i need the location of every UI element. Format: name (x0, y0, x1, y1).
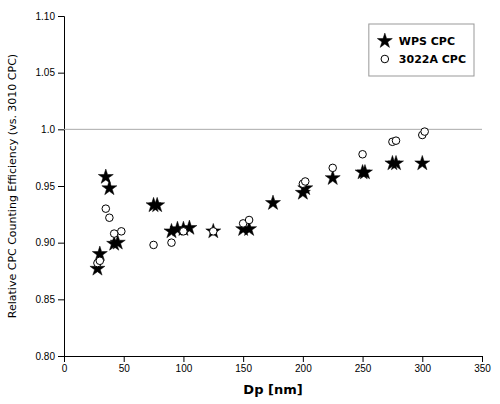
tick-label: 200 (295, 363, 312, 374)
tick-mark (58, 243, 64, 244)
series (94, 128, 429, 267)
point (325, 170, 340, 184)
tick-mark (303, 356, 304, 362)
tick-mark (58, 186, 64, 187)
point (168, 239, 176, 247)
point (102, 180, 117, 194)
tick-label: 150 (235, 363, 252, 374)
point (301, 178, 309, 186)
tick-label: 0.85 (36, 294, 56, 305)
tick-label: 0.80 (36, 351, 56, 362)
tick: 50 (119, 356, 131, 374)
point (102, 205, 110, 213)
tick-label: 0 (62, 363, 68, 374)
tick: 1.05 (36, 67, 64, 78)
point (98, 169, 113, 183)
axis-line (65, 357, 483, 363)
point (96, 257, 104, 265)
tick-label: 1.0 (41, 124, 55, 135)
tick: 1.0 (41, 124, 64, 135)
legend-label: 3022A CPC (399, 53, 466, 66)
tick: 150 (235, 356, 252, 374)
point (150, 241, 158, 249)
tick-mark (422, 356, 423, 362)
point (180, 228, 188, 236)
tick: 1.10 (36, 11, 64, 22)
point (421, 128, 429, 136)
series (90, 155, 430, 275)
tick: 0.95 (36, 181, 64, 192)
point (415, 155, 430, 169)
tick-mark (58, 73, 64, 74)
tick-label: 0.95 (36, 181, 56, 192)
tick-label: 1.10 (36, 11, 56, 22)
chart: 0 50 100 150 200 250 300 350 0.80 0.85 0.90 0.95 1.0… (0, 0, 500, 404)
tick-mark (58, 129, 64, 130)
point (118, 228, 126, 236)
legend-symbol (381, 55, 389, 63)
legend-box (369, 24, 474, 76)
tick-mark (243, 356, 244, 362)
legend-label: WPS CPC (399, 35, 455, 48)
tick-mark (482, 356, 483, 362)
x-axis-title: Dp [nm] (243, 382, 302, 397)
tick-label: 300 (414, 363, 431, 374)
tick-label: 0.90 (36, 237, 56, 248)
tick-mark (183, 356, 184, 362)
point (245, 216, 253, 224)
tick-label: 50 (119, 363, 131, 374)
point (265, 195, 280, 209)
tick-mark (58, 16, 64, 17)
tick: 350 (474, 356, 491, 374)
tick: 100 (176, 356, 193, 374)
legend: WPS CPC 3022A CPC (369, 24, 474, 76)
tick-label: 1.05 (36, 67, 56, 78)
tick-label: 250 (355, 363, 372, 374)
point (357, 165, 372, 179)
point (359, 150, 367, 158)
tick: 250 (355, 356, 372, 374)
x-axis: 0 50 100 150 200 250 300 350 (62, 356, 492, 374)
point (329, 164, 337, 172)
tick: 0.85 (36, 294, 64, 305)
reference-line (64, 129, 482, 130)
tick-mark (58, 356, 64, 357)
y-axis: 0.80 0.85 0.90 0.95 1.0 1.05 1.10 (36, 11, 65, 362)
axis-line (58, 17, 65, 357)
point (206, 223, 221, 237)
point (150, 197, 165, 211)
legend-item: 3022A CPC (381, 53, 466, 66)
tick: 300 (414, 356, 431, 374)
tick-mark (124, 356, 125, 362)
tick-label: 350 (474, 363, 491, 374)
legend-item: WPS CPC (377, 33, 455, 48)
y-axis-title: Relative CPC Counting Efficiency (vs. 30… (6, 54, 19, 318)
tick: 0 (62, 356, 68, 374)
point (392, 137, 400, 145)
point (106, 214, 114, 222)
tick-mark (58, 299, 64, 300)
plot-area: 0 50 100 150 200 250 300 350 0.80 0.85 0.90 0.95 1.0… (36, 11, 492, 374)
tick-mark (363, 356, 364, 362)
tick: 0.80 (36, 351, 64, 362)
marks (64, 128, 482, 275)
tick: 200 (295, 356, 312, 374)
legend-symbol (377, 33, 392, 47)
point (389, 155, 404, 169)
tick-label: 100 (176, 363, 193, 374)
tick: 0.90 (36, 237, 64, 248)
point (210, 228, 218, 236)
point (110, 230, 118, 238)
